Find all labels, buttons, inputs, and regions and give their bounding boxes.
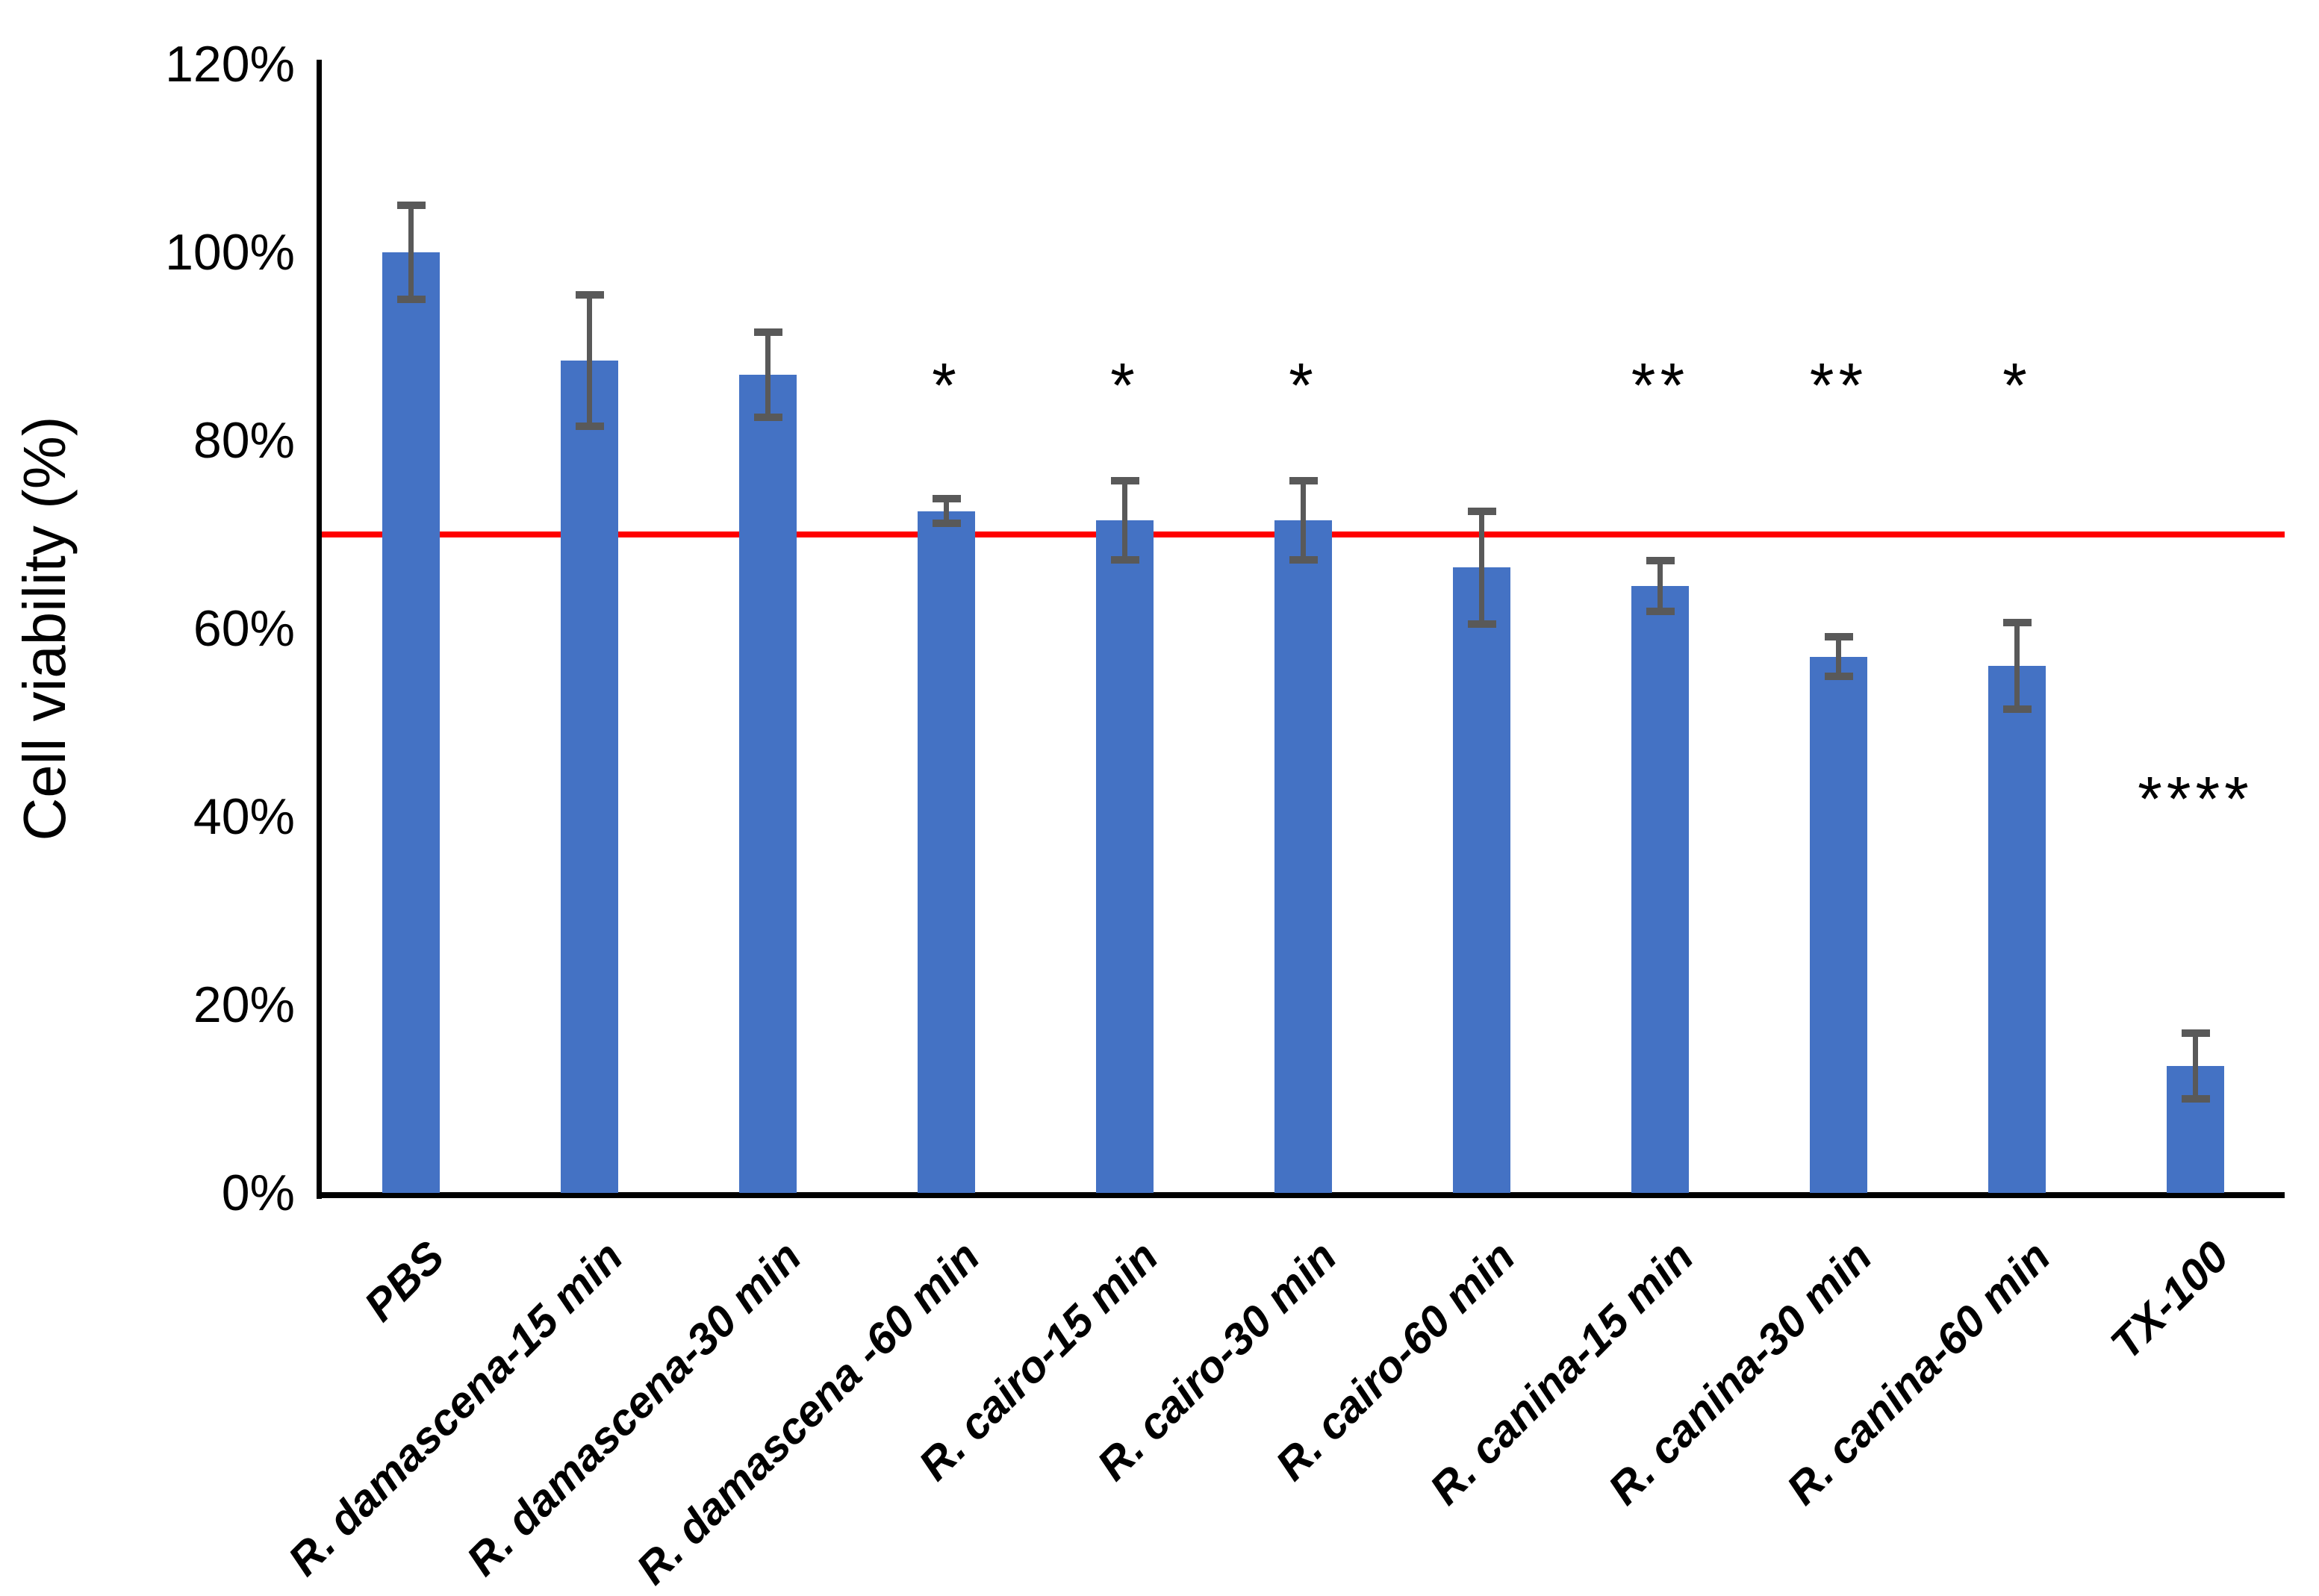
error-whisker xyxy=(587,294,592,427)
significance-label: ** xyxy=(1809,349,1868,420)
error-whisker xyxy=(944,499,949,523)
x-axis-line xyxy=(317,1192,2285,1198)
bar xyxy=(1810,656,1867,1193)
error-whisker xyxy=(1657,561,1663,612)
y-tick-label: 0% xyxy=(221,1165,295,1221)
y-tick-label: 40% xyxy=(193,788,295,845)
error-cap-top xyxy=(1110,477,1139,485)
error-cap-bottom xyxy=(575,423,604,431)
y-tick-label: 100% xyxy=(165,224,295,281)
error-cap-top xyxy=(753,328,782,337)
error-whisker xyxy=(1122,481,1127,560)
y-tick-label: 60% xyxy=(193,600,295,657)
error-cap-bottom xyxy=(1110,556,1139,564)
bar xyxy=(918,511,975,1193)
y-tick-label: 80% xyxy=(193,412,295,469)
significance-label: * xyxy=(1110,349,1139,420)
error-cap-bottom xyxy=(2002,705,2032,714)
y-axis-line xyxy=(317,60,322,1199)
error-whisker xyxy=(408,205,414,299)
error-cap-top xyxy=(1824,633,1853,641)
significance-label: * xyxy=(2002,349,2032,420)
error-cap-top xyxy=(1289,477,1318,485)
error-whisker xyxy=(1836,637,1841,677)
error-cap-top xyxy=(575,290,604,299)
error-cap-bottom xyxy=(396,296,426,303)
error-cap-top xyxy=(932,495,961,503)
significance-label: * xyxy=(932,349,961,420)
bar xyxy=(1096,520,1154,1193)
error-whisker xyxy=(1301,481,1306,560)
error-whisker xyxy=(1479,511,1484,624)
bar xyxy=(382,252,440,1193)
significance-label: ** xyxy=(1631,349,1690,420)
error-cap-top xyxy=(396,202,426,209)
bar xyxy=(1631,586,1689,1193)
bar xyxy=(1274,520,1332,1193)
error-whisker xyxy=(765,332,771,417)
error-cap-top xyxy=(1467,507,1496,515)
error-cap-bottom xyxy=(932,519,961,527)
significance-label: **** xyxy=(2138,764,2253,835)
y-tick-label: 20% xyxy=(193,976,295,1033)
error-cap-bottom xyxy=(1467,620,1496,628)
bar xyxy=(739,374,797,1193)
error-cap-bottom xyxy=(2181,1095,2210,1103)
error-whisker xyxy=(2014,623,2020,710)
error-cap-bottom xyxy=(1646,608,1675,616)
error-cap-top xyxy=(2181,1029,2210,1037)
bar xyxy=(561,360,618,1193)
significance-label: * xyxy=(1289,349,1318,420)
error-cap-top xyxy=(1646,557,1675,565)
error-cap-bottom xyxy=(1289,556,1318,564)
x-tick-label: PBS xyxy=(354,1232,454,1331)
y-tick-label: 120% xyxy=(165,36,295,93)
error-cap-bottom xyxy=(1824,673,1853,681)
error-whisker xyxy=(2193,1032,2198,1099)
error-cap-bottom xyxy=(753,413,782,421)
error-cap-top xyxy=(2002,619,2032,627)
bar xyxy=(1988,666,2046,1193)
bar xyxy=(1453,567,1510,1193)
